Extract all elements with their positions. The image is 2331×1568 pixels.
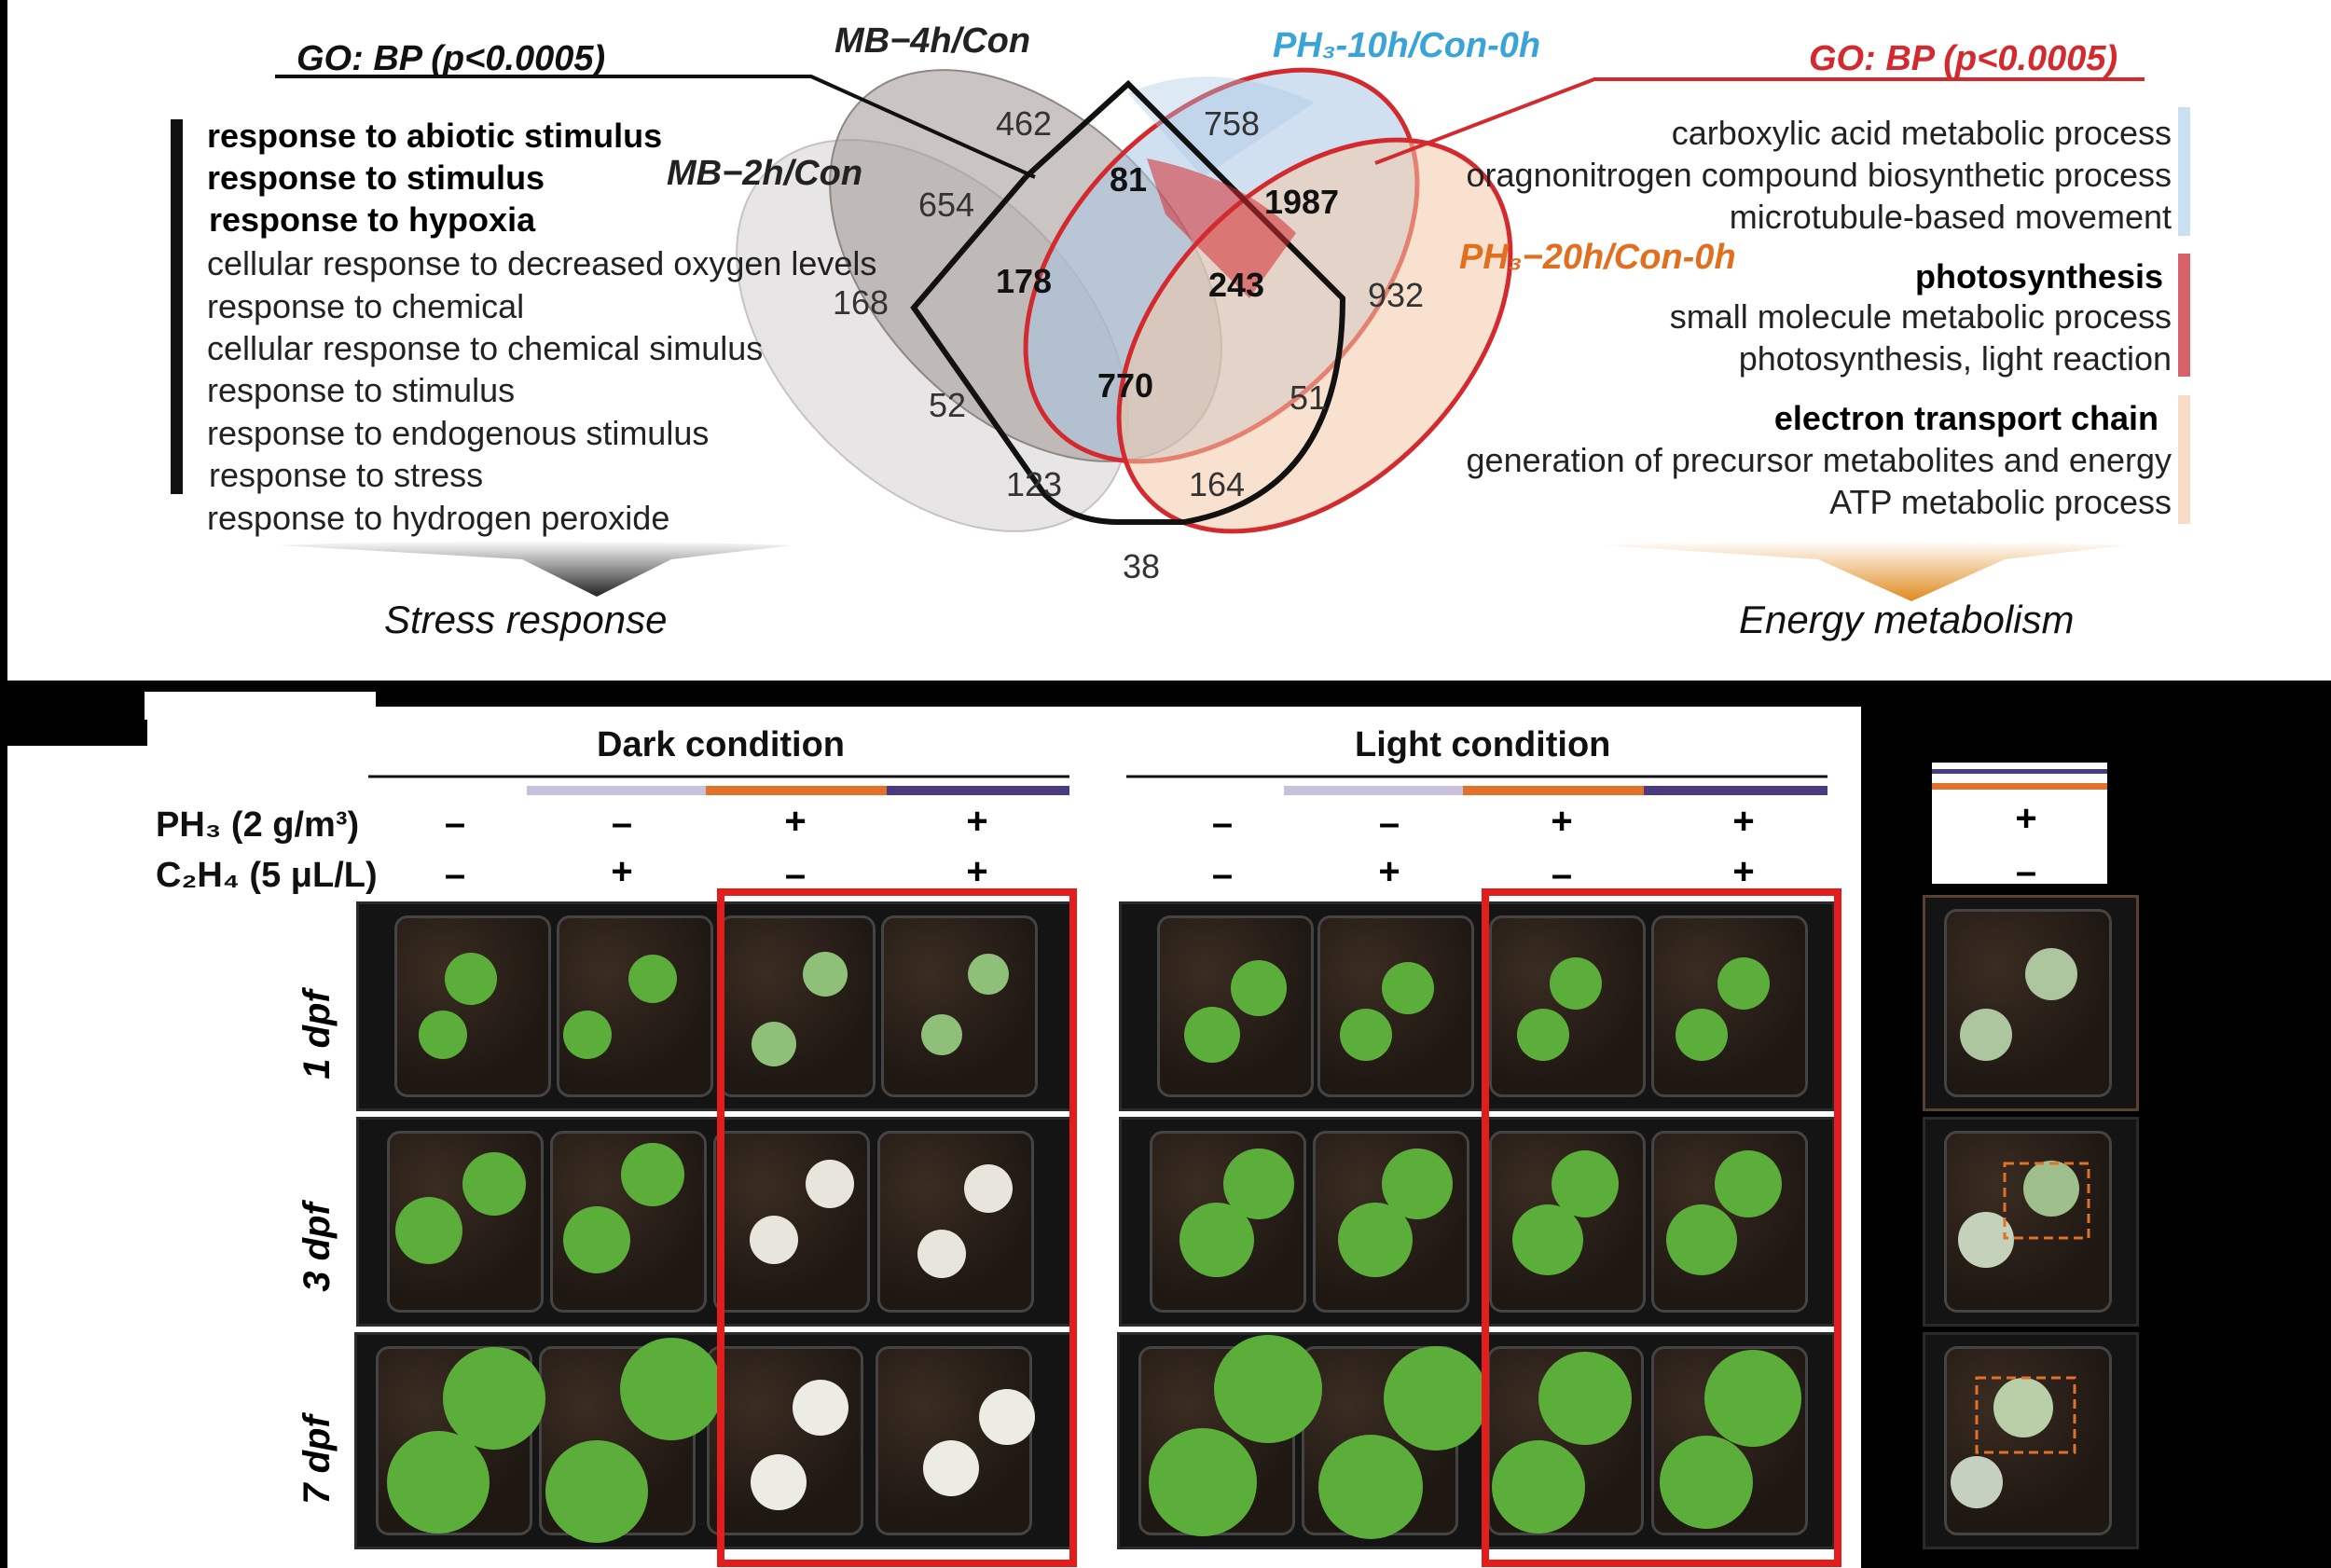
venn-count-462: 462 [995, 104, 1053, 143]
venn-count-1987: 1987 [1263, 183, 1340, 221]
venn-count-758: 758 [1203, 104, 1261, 143]
venn-count-164: 164 [1188, 465, 1246, 503]
stress-arrow [280, 541, 793, 597]
dark-ph3-sign: + [966, 801, 988, 842]
dark-ph3-sign: + [784, 801, 807, 842]
go-left-summary: Stress response [384, 598, 668, 641]
light-c2h4-sign: + [1732, 851, 1755, 892]
panel-tab [7, 690, 147, 746]
go-right-term: generation of precursor metabolites and … [1466, 441, 2172, 479]
go-right-bold-term: photosynthesis [1914, 257, 2163, 296]
normal-7dpf-dashed-box [1975, 1376, 2076, 1454]
go-right-term: microtubule-based movement [1729, 198, 2172, 236]
venn-count-123: 123 [1005, 465, 1063, 503]
venn-label-mb2h: MB−2h/Con [667, 154, 863, 193]
go-left-bold-term: response to hypoxia [209, 200, 536, 239]
go-right-term: small molecule metabolic process [1669, 297, 2172, 336]
dark-ph3-sign: – [444, 803, 466, 844]
energy-arrow [1604, 541, 2126, 601]
right-go-bar-1 [2178, 107, 2190, 236]
venn-count-81: 81 [1109, 160, 1148, 199]
venn-label-mb4h: MB−4h/Con [834, 21, 1031, 61]
go-left-term: response to chemical [207, 287, 525, 325]
dark-c2h4-sign: + [611, 851, 633, 892]
dark-c2h4-sign: – [444, 854, 466, 895]
go-right-term: photosynthesis, light reaction [1738, 339, 2172, 378]
light-c2h4-sign: – [1551, 854, 1573, 895]
venn-count-51: 51 [1289, 378, 1328, 417]
normal-c2h4-sign: – [2015, 851, 2037, 892]
go-left-term: response to stress [209, 456, 484, 494]
leader-left [275, 75, 1036, 179]
dark-c2h4-sign: + [966, 851, 988, 892]
dark-condition-title: Dark condition [597, 725, 846, 764]
ph3-row-label: PH₃ (2 g/m³) [156, 805, 360, 845]
photo-dark-3dpf [356, 1117, 1072, 1327]
light-condition-title: Light condition [1355, 725, 1611, 764]
c2h4-row-label: C₂H₄ (5 μL/L) [156, 856, 378, 895]
photo-normal-1dpf [1923, 895, 2139, 1111]
go-right-summary: Energy metabolism [1739, 598, 2075, 641]
plant-rosettes [387, 948, 2079, 1543]
dark-c2h4-sign: – [784, 854, 807, 895]
venn-label-ph3-10h: PH₃-10h/Con-0h [1273, 26, 1541, 65]
light-c2h4-sign: + [1378, 851, 1400, 892]
photo-dark-1dpf [356, 901, 1072, 1111]
leader-right [1374, 77, 2145, 165]
light-ph3-sign: – [1211, 803, 1234, 844]
venn-count-770: 770 [1097, 366, 1154, 405]
venn-count-932: 932 [1367, 276, 1425, 314]
go-left-term: cellular response to decreased oxygen le… [207, 244, 877, 282]
venn-ph3-10h-upper [1128, 76, 1315, 177]
venn-highlight-outline [910, 79, 1346, 525]
left-go-bar [171, 119, 183, 494]
go-left-title: GO: BP (p<0.0005) [297, 39, 606, 78]
venn-count-243: 243 [1207, 266, 1265, 304]
dark-ph3-sign: – [611, 803, 633, 844]
light-ph3-sign: + [1732, 801, 1755, 842]
go-right-term: oragnonitrogen compound biosynthetic pro… [1466, 156, 2172, 194]
go-left-term: response to hydrogen peroxide [207, 499, 670, 537]
right-go-bar-3 [2178, 395, 2190, 524]
normal-ph3-sign: + [2015, 798, 2037, 839]
venn-count-52: 52 [928, 386, 967, 424]
venn-count-168: 168 [832, 283, 890, 322]
light-ph3-sign: + [1551, 801, 1573, 842]
go-left-bold-term: response to abiotic stimulus [207, 117, 663, 155]
venn-count-654: 654 [917, 186, 975, 224]
go-right-bold-term: electron transport chain [1773, 399, 2159, 437]
go-right-title: GO: BP (p<0.0005) [1809, 39, 2118, 78]
dark-ph3-highlight-frame [717, 888, 1077, 1567]
venn-count-178: 178 [995, 262, 1053, 300]
go-left-term: response to endogenous stimulus [207, 414, 710, 452]
venn-count-38: 38 [1122, 547, 1161, 585]
venn-label-ph3-20h: PH₃−20h/Con-0h [1459, 238, 1736, 277]
light-ph3-sign: – [1378, 803, 1400, 844]
go-left-term: response to stimulus [207, 371, 516, 409]
go-right-term: carboxylic acid metabolic process [1671, 114, 2172, 152]
right-go-bar-2 [2178, 254, 2190, 377]
go-left-term: cellular response to chemical simulus [207, 329, 764, 367]
go-left-bold-term: response to stimulus [207, 158, 545, 197]
normal-3dpf-dashed-box [2003, 1162, 2090, 1240]
panel-tab-label-area [145, 692, 376, 720]
venn-ph3-red-region [1147, 158, 1296, 298]
light-c2h4-sign: – [1211, 854, 1234, 895]
light-ph3-highlight-frame [1482, 888, 1841, 1567]
go-right-term: ATP metabolic process [1829, 483, 2172, 521]
